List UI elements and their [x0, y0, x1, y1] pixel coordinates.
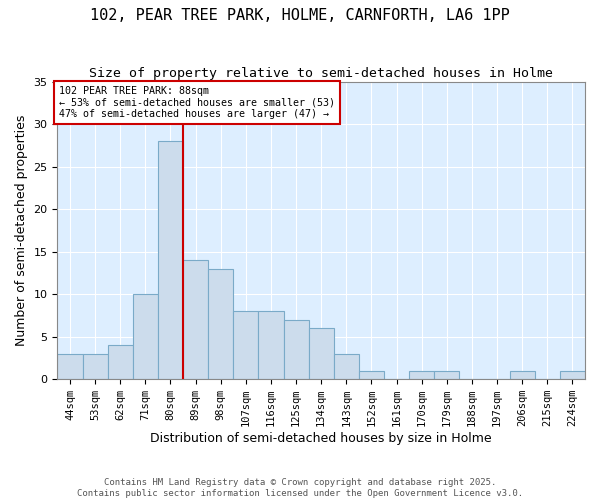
Bar	[133, 294, 158, 379]
Bar	[284, 320, 308, 379]
Bar	[83, 354, 107, 379]
Bar	[158, 141, 183, 379]
Bar	[359, 370, 384, 379]
Text: Contains HM Land Registry data © Crown copyright and database right 2025.
Contai: Contains HM Land Registry data © Crown c…	[77, 478, 523, 498]
Bar	[107, 345, 133, 379]
Bar	[58, 354, 83, 379]
Bar	[259, 311, 284, 379]
Bar	[509, 370, 535, 379]
Bar	[434, 370, 460, 379]
Bar	[308, 328, 334, 379]
Y-axis label: Number of semi-detached properties: Number of semi-detached properties	[15, 115, 28, 346]
Bar	[409, 370, 434, 379]
Bar	[233, 311, 259, 379]
Bar	[334, 354, 359, 379]
Title: Size of property relative to semi-detached houses in Holme: Size of property relative to semi-detach…	[89, 68, 553, 80]
Bar	[208, 268, 233, 379]
Text: 102, PEAR TREE PARK, HOLME, CARNFORTH, LA6 1PP: 102, PEAR TREE PARK, HOLME, CARNFORTH, L…	[90, 8, 510, 22]
Bar	[560, 370, 585, 379]
Text: 102 PEAR TREE PARK: 88sqm
← 53% of semi-detached houses are smaller (53)
47% of : 102 PEAR TREE PARK: 88sqm ← 53% of semi-…	[59, 86, 335, 119]
X-axis label: Distribution of semi-detached houses by size in Holme: Distribution of semi-detached houses by …	[151, 432, 492, 445]
Bar	[183, 260, 208, 379]
